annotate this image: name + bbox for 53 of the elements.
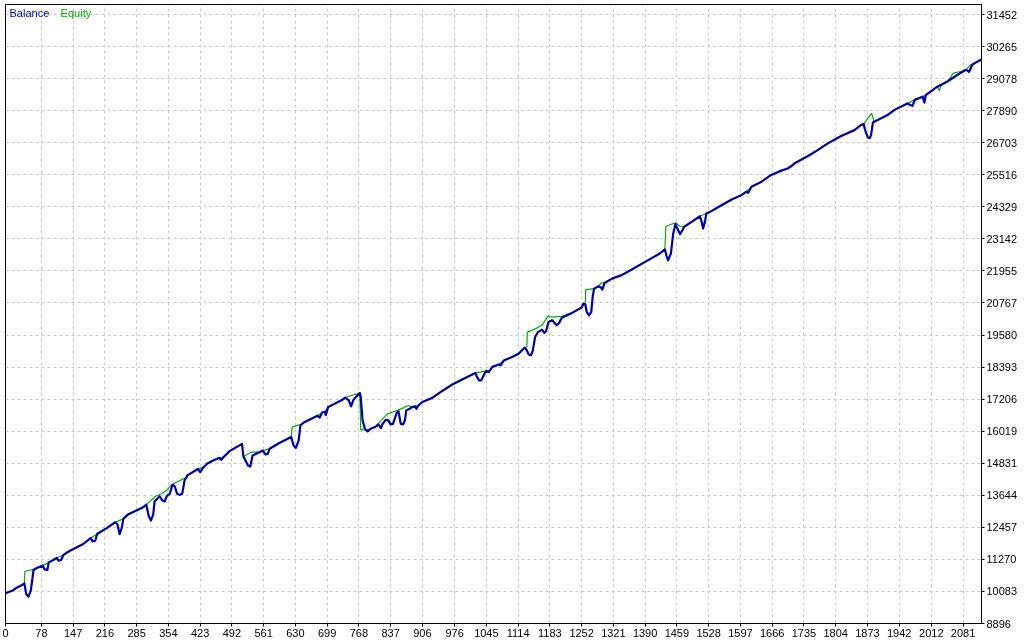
- x-tick-label: 1252: [569, 626, 594, 639]
- y-tick-label: 10083: [986, 585, 1018, 598]
- y-tick-label: 17206: [986, 393, 1018, 406]
- y-tick-label: 20767: [986, 297, 1018, 309]
- y-tick-label: 29078: [986, 72, 1018, 85]
- x-tick-label: 492: [222, 626, 242, 639]
- y-tick-label: 26703: [986, 136, 1018, 149]
- y-tick-label: 8896: [986, 617, 1011, 630]
- y-tick-label: 12457: [986, 521, 1018, 534]
- x-tick-label: 147: [63, 626, 83, 639]
- x-tick-label: 1183: [538, 626, 562, 639]
- x-tick-label: 837: [381, 626, 400, 639]
- x-tick-label: 285: [127, 626, 146, 639]
- y-tick-label: 23142: [986, 232, 1018, 245]
- x-tick-label: 423: [190, 626, 210, 639]
- y-tick-label: 16019: [986, 425, 1018, 438]
- x-tick-label: 78: [35, 626, 48, 639]
- y-tick-label: 27890: [986, 104, 1018, 117]
- x-tick-label: 1114: [506, 626, 530, 639]
- x-tick-label: 768: [349, 626, 369, 639]
- x-tick-label: 976: [445, 626, 464, 639]
- x-tick-label: 1321: [601, 626, 626, 639]
- y-tick-label: 14831: [986, 457, 1018, 470]
- y-tick-label: 13644: [986, 489, 1018, 502]
- y-tick-label: 31452: [986, 8, 1018, 21]
- x-tick-label: 0: [2, 626, 9, 639]
- text: Balance: [9, 6, 50, 19]
- x-tick-label: 1528: [696, 626, 721, 639]
- x-tick-label: 2081: [950, 626, 976, 639]
- x-tick-label: 1597: [728, 626, 753, 639]
- x-tick-label: 1804: [823, 626, 848, 639]
- y-tick-label: 24329: [986, 200, 1018, 213]
- y-tick-label: 19580: [986, 329, 1018, 342]
- y-tick-label: 18393: [986, 361, 1018, 374]
- x-tick-label: 1666: [759, 626, 785, 639]
- x-tick-label: 1942: [886, 626, 912, 639]
- x-tick-label: 2012: [919, 626, 944, 639]
- x-tick-label: 1735: [791, 626, 817, 639]
- x-tick-label: 1459: [664, 626, 690, 639]
- x-tick-label: 561: [254, 626, 273, 639]
- text: Equity: [60, 6, 92, 19]
- y-tick-label: 21955: [986, 264, 1018, 277]
- x-tick-label: 1390: [632, 626, 658, 639]
- y-tick-label: 30265: [986, 40, 1018, 53]
- x-tick-label: 906: [413, 626, 432, 639]
- x-tick-label: 630: [286, 626, 305, 639]
- x-tick-label: 1045: [474, 626, 499, 639]
- x-tick-label: 354: [159, 626, 178, 639]
- x-tick-label: 1873: [855, 626, 880, 639]
- x-tick-label: 699: [317, 626, 337, 639]
- x-tick-label: 216: [95, 626, 115, 639]
- y-tick-label: 11270: [986, 553, 1017, 566]
- y-tick-label: 25516: [986, 168, 1018, 181]
